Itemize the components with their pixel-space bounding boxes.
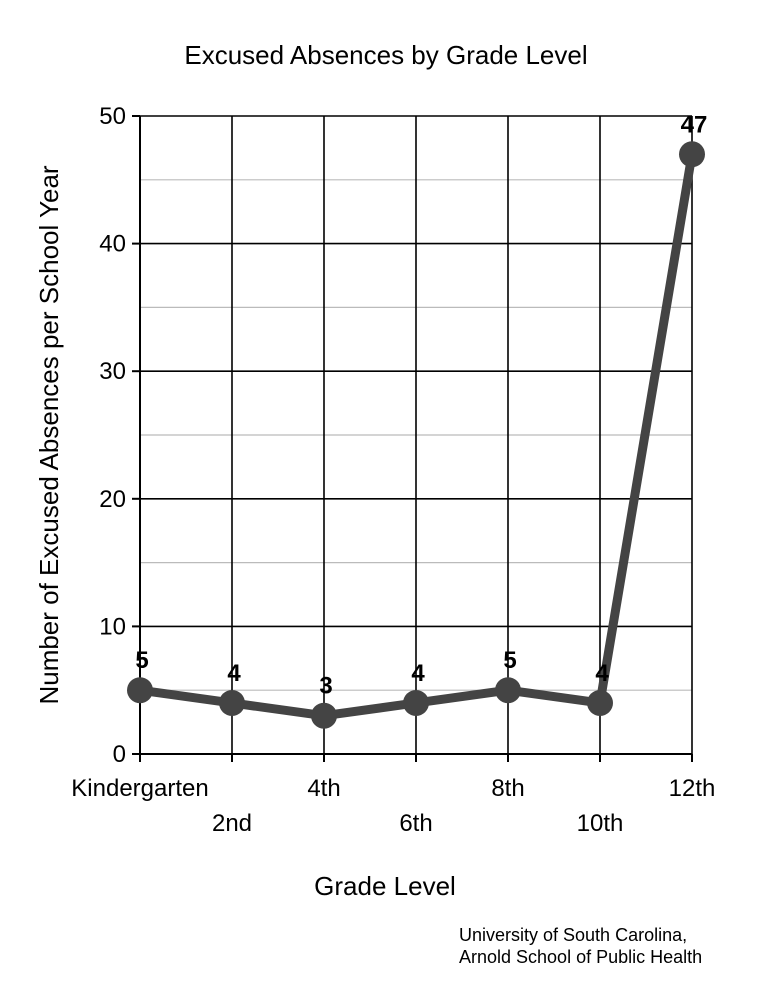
y-axis-label: Number of Excused Absences per School Ye… <box>34 165 64 704</box>
y-tick-label: 30 <box>99 358 126 385</box>
data-point <box>679 141 705 168</box>
x-tick-label: 10th <box>577 810 624 837</box>
y-tick-label: 20 <box>99 486 126 513</box>
data-point <box>219 689 245 716</box>
data-label: 4 <box>595 660 609 687</box>
x-tick-label: 8th <box>491 775 524 802</box>
y-tick-label: 40 <box>99 231 126 258</box>
data-label: 5 <box>503 647 516 674</box>
x-tick-label: 2nd <box>212 810 252 837</box>
data-label: 4 <box>411 660 425 687</box>
data-point <box>127 677 153 704</box>
data-point <box>587 689 613 716</box>
data-labels: 5 4 3 4 5 4 47 <box>135 111 707 699</box>
x-tick-label: 6th <box>399 810 432 837</box>
data-label: 3 <box>319 673 332 700</box>
x-tick-label: 12th <box>669 775 716 802</box>
x-axis-label: Grade Level <box>314 871 456 901</box>
credit-line-2: Arnold School of Public Health <box>459 947 702 967</box>
chart-title: Excused Absences by Grade Level <box>184 40 587 70</box>
data-label: 47 <box>681 111 708 138</box>
data-point <box>403 689 429 716</box>
y-tick-label: 50 <box>99 103 126 130</box>
y-tick-labels: 0 10 20 30 40 50 <box>99 103 126 768</box>
data-label: 4 <box>227 660 241 687</box>
data-points <box>127 141 705 729</box>
axes <box>132 115 693 762</box>
data-label: 5 <box>135 647 148 674</box>
x-tick-label: 4th <box>307 775 340 802</box>
y-tick-label: 10 <box>99 613 126 640</box>
data-point <box>311 702 337 729</box>
credit-line-1: University of South Carolina, <box>459 925 687 945</box>
major-gridlines <box>140 115 693 754</box>
data-point <box>495 677 521 704</box>
x-tick-label: Kindergarten <box>71 775 208 802</box>
y-tick-label: 0 <box>113 741 126 768</box>
